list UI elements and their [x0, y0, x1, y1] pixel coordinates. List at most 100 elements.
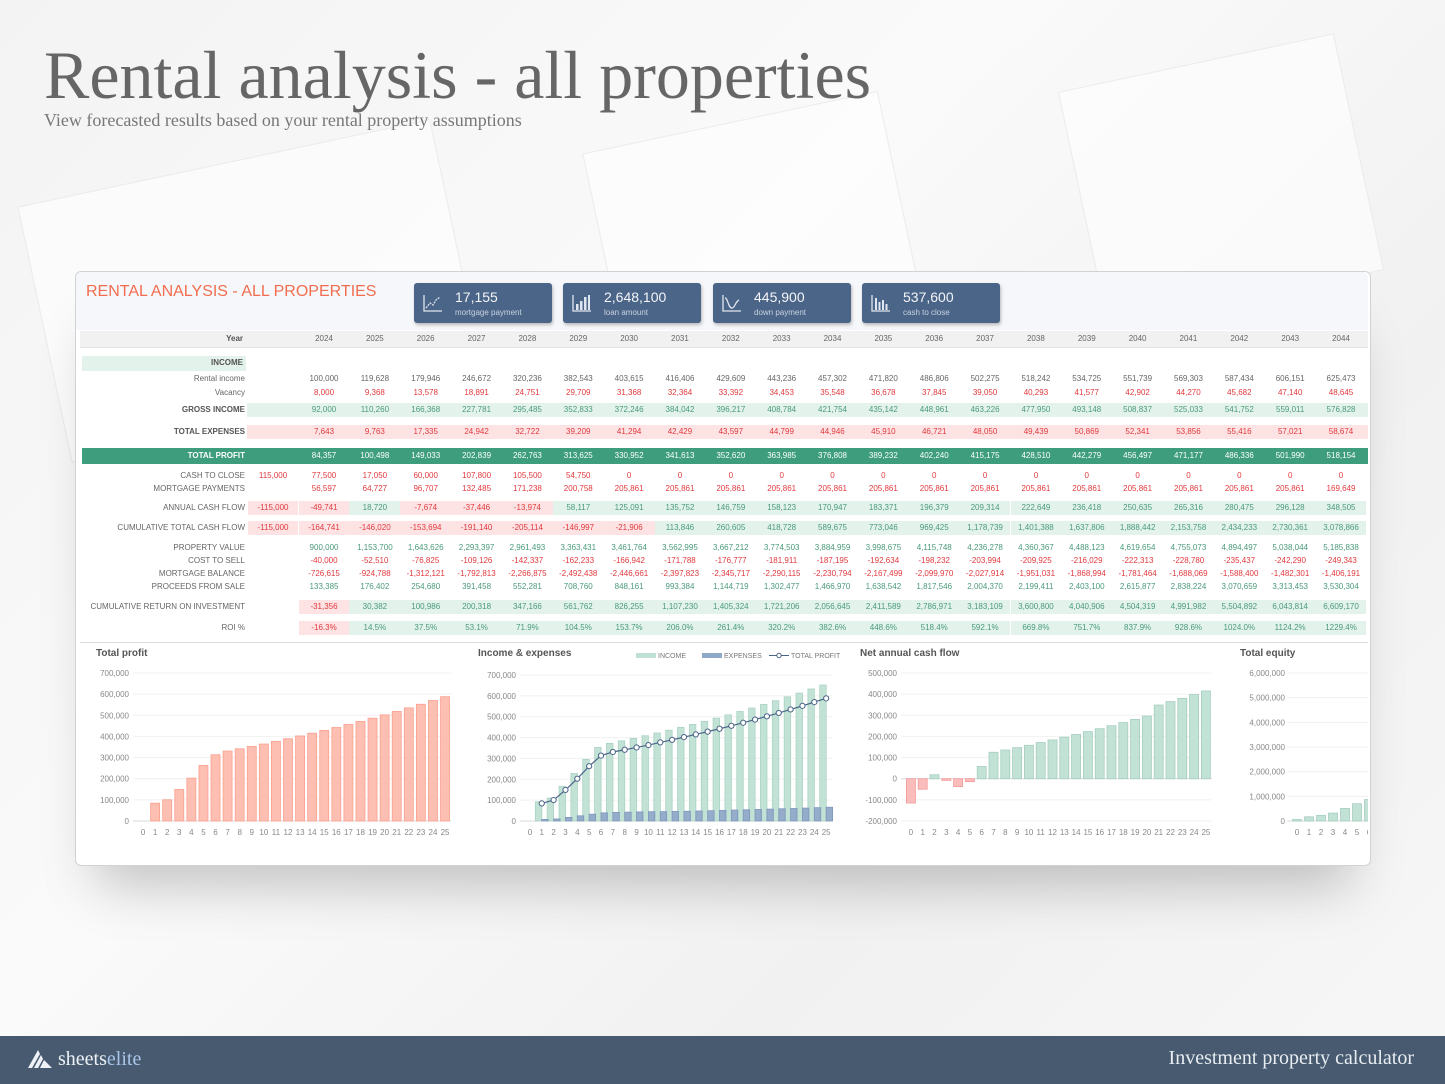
- table-cell: 3,884,959: [814, 543, 851, 552]
- table-cell: 1,405,324: [705, 600, 757, 614]
- x-tick-label: 3: [177, 828, 182, 837]
- table-cell: -2,266,875: [508, 569, 547, 578]
- table-cell: 205,861: [1123, 484, 1153, 493]
- total-profit-point: [680, 734, 688, 741]
- table-cell: 587,434: [1224, 374, 1254, 383]
- x-tick-label: 21: [1154, 828, 1163, 837]
- bar: [906, 778, 916, 804]
- table-cell: 34,453: [769, 388, 794, 397]
- x-tick-label: 5: [1355, 828, 1360, 837]
- table-cell: 518.4%: [908, 621, 960, 635]
- table-cell: 428,510: [1021, 451, 1051, 460]
- expenses-bar: [813, 807, 822, 822]
- table-cell: 396,217: [716, 405, 746, 414]
- legend-expenses-swatch: [702, 653, 722, 658]
- year-header-cell: 2040: [1128, 334, 1147, 343]
- x-tick-label: 14: [1072, 828, 1081, 837]
- year-header-cell: 2031: [671, 334, 689, 343]
- x-tick-label: 3: [1331, 828, 1336, 837]
- income-bar: [641, 735, 649, 822]
- expenses-bar: [576, 815, 585, 822]
- table-cell: 153.7%: [603, 621, 655, 635]
- x-tick-label: 15: [703, 828, 712, 837]
- x-tick-label: 18: [356, 828, 365, 837]
- table-cell: 179,946: [411, 374, 441, 383]
- table-cell: 205,861: [868, 484, 898, 493]
- total-profit-point: [550, 796, 557, 804]
- bar: [1130, 719, 1140, 780]
- table-cell: -2,290,115: [762, 569, 801, 578]
- table-cell: -164,741: [298, 521, 350, 535]
- table-cell: 205,861: [665, 484, 695, 493]
- bar: [186, 777, 197, 822]
- y-tick-label: 100,000: [100, 796, 129, 805]
- x-tick-label: 12: [668, 828, 677, 837]
- chart-title-total-profit: Total profit: [96, 648, 148, 659]
- table-cell: -37,446: [451, 501, 502, 515]
- brand-logo: sheetselite: [58, 1048, 141, 1071]
- table-cell: 448.6%: [857, 621, 909, 635]
- total-profit-point: [586, 763, 593, 770]
- table-cell: 265,316: [1163, 501, 1214, 515]
- table-cell: 3,183,109: [959, 600, 1011, 614]
- bar: [1340, 808, 1350, 822]
- bar: [198, 765, 209, 822]
- table-cell: 246,672: [462, 374, 492, 383]
- table-cell: 429,609: [716, 374, 746, 383]
- table-cell: 1,107,230: [654, 600, 706, 614]
- x-tick-label: 23: [1178, 828, 1187, 837]
- x-tick-label: 24: [810, 828, 819, 837]
- bar: [210, 754, 221, 822]
- table-cell: -209,925: [1020, 556, 1052, 565]
- table-cell: 44,946: [820, 427, 845, 436]
- x-tick-label: 25: [1201, 828, 1210, 837]
- expenses-bar: [683, 810, 691, 822]
- table-cell: 382,543: [563, 374, 593, 383]
- table-cell: 43,597: [718, 427, 744, 436]
- y-tick-label: 500,000: [487, 713, 516, 722]
- table-cell: 4,619,654: [1119, 543, 1156, 552]
- table-cell: 408,784: [767, 405, 797, 414]
- y-tick-label: 200,000: [868, 732, 897, 741]
- table-cell: 32,364: [667, 388, 693, 397]
- y-tick-label: 300,000: [868, 711, 897, 720]
- table-cell: -76,825: [412, 556, 440, 565]
- expenses-bar: [565, 816, 573, 822]
- bar: [1035, 742, 1046, 780]
- kpi-label: loan amount: [604, 308, 649, 317]
- table-cell: 541,752: [1224, 405, 1254, 414]
- table-cell: 250,635: [1112, 501, 1164, 515]
- total-profit-point: [538, 800, 545, 807]
- year-header-cell: 2041: [1179, 334, 1198, 343]
- y-tick-label: 600,000: [487, 692, 516, 701]
- x-tick-label: 6: [213, 828, 218, 837]
- total-profit-point: [633, 744, 640, 751]
- table-cell: 42,429: [667, 427, 693, 436]
- x-tick-label: 25: [441, 828, 450, 837]
- table-cell: 52,341: [1125, 427, 1150, 436]
- table-cell: 32,722: [515, 427, 540, 436]
- total-profit-point: [692, 731, 699, 738]
- table-cell: 54,750: [566, 471, 591, 480]
- table-cell: 1,643,626: [407, 543, 444, 552]
- table-cell: 1,637,806: [1061, 521, 1113, 535]
- table-cell: 559,011: [1276, 405, 1305, 414]
- bar: [162, 799, 173, 822]
- table-cell: 169,649: [1326, 484, 1356, 493]
- table-cell: 113,846: [654, 521, 706, 535]
- x-tick-label: 16: [715, 828, 724, 837]
- bar: [391, 711, 402, 822]
- table-cell: 0: [1135, 471, 1140, 480]
- chart-2: -200,000-100,0000100,000200,000300,00040…: [865, 669, 1212, 837]
- table-cell: 2,004,370: [967, 582, 1003, 591]
- bar: [246, 746, 257, 822]
- table-cell: 382.6%: [807, 621, 858, 635]
- x-tick-label: 15: [320, 828, 329, 837]
- income-header-label: INCOME: [211, 358, 243, 367]
- table-cell: 3,070,659: [1221, 582, 1258, 591]
- table-cell: 44,799: [769, 427, 794, 436]
- x-tick-label: 11: [272, 828, 281, 837]
- x-tick-label: 2: [932, 828, 937, 837]
- table-cell: -192,634: [867, 556, 900, 565]
- table-cell: 5,504,892: [1213, 600, 1265, 614]
